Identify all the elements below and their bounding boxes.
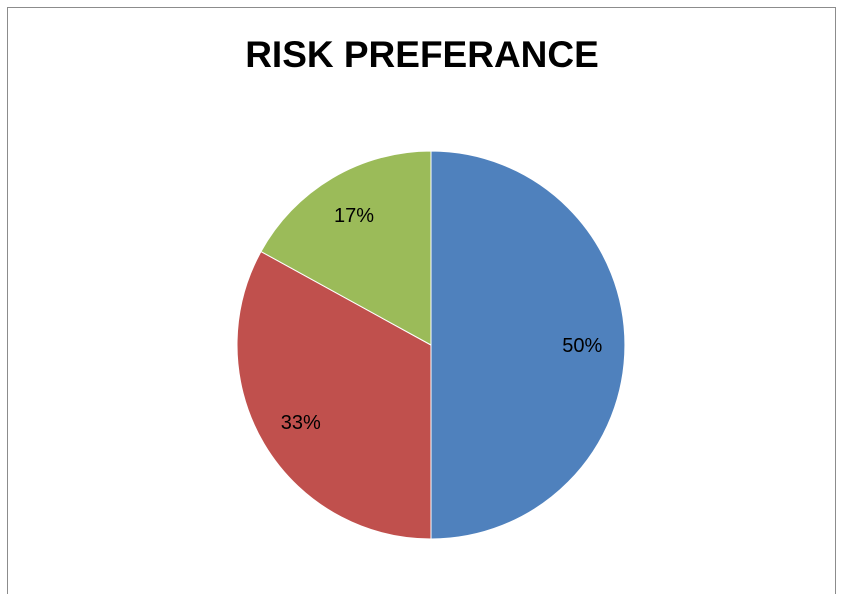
- pie-slice-17pct: [260, 150, 432, 346]
- chart-title: RISK PREFERANCE: [245, 34, 599, 75]
- slice-label: 33%: [281, 412, 321, 434]
- slice-label: 50%: [562, 335, 602, 357]
- pie-slice-33pct: [236, 250, 432, 540]
- pie-slice-50pct: [430, 150, 626, 540]
- slice-label: 17%: [334, 205, 374, 227]
